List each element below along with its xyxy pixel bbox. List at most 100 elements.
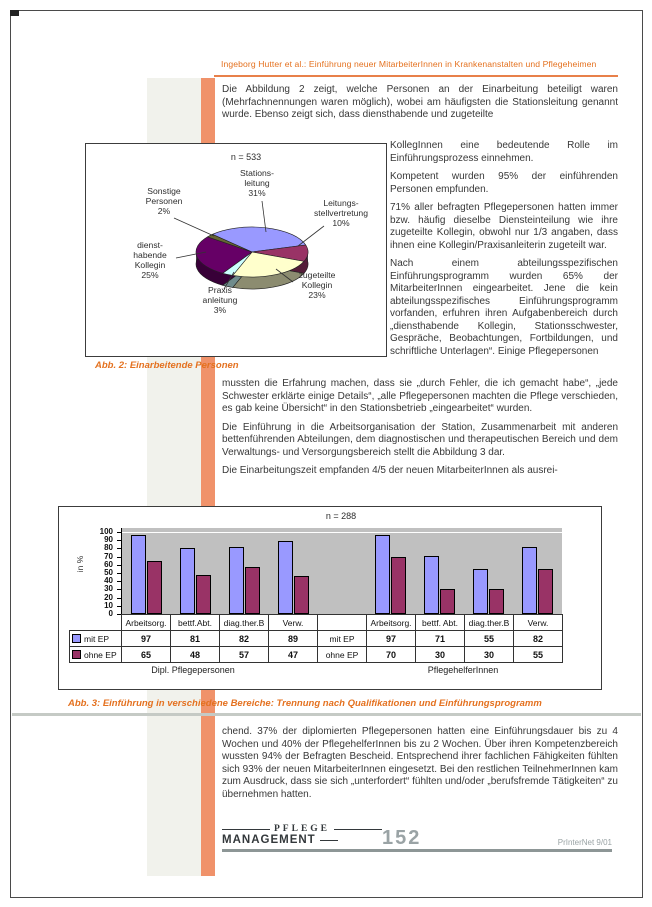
page-frame: [10, 10, 643, 898]
series-label: mit EP: [69, 630, 122, 647]
series-label: ohne EP: [69, 646, 122, 663]
figure-3: n = 288 in % 0 10 20 30 40 50 60 70 80 90 100 Arbe…: [58, 506, 602, 690]
pie-leader-lines: [173, 200, 325, 290]
category-header: bettf. Abt.: [415, 614, 465, 631]
logo-line: [222, 828, 270, 830]
value-cell: 30: [415, 646, 465, 663]
figure-3-caption: Abb. 3: Einführung in verschiedene Berei…: [68, 698, 542, 709]
y-tick-mark: [117, 564, 121, 566]
pie-label-zugeteilte-kollegin: zugeteilte Kollegin 23%: [298, 270, 336, 300]
journal-name-top: PFLEGE: [274, 824, 331, 834]
legend-swatch-mit-EP: [72, 633, 81, 643]
y-tick-label: 30: [104, 584, 113, 594]
value-cell: 47: [268, 646, 318, 663]
pie-slice-0: [211, 226, 307, 253]
y-tick-mark: [117, 597, 121, 599]
journal-logo: PFLEGE MANAGEMENT: [222, 824, 383, 846]
series-label: mit EP: [317, 630, 367, 647]
series-label: ohne EP: [317, 646, 367, 663]
y-tick-mark: [117, 614, 121, 615]
bar-mit-EP-0-3: [277, 541, 293, 614]
section-rule: [12, 713, 641, 716]
footer-rule: [222, 849, 612, 852]
bar-mit-EP-0-0: [130, 534, 146, 614]
bar-mit-EP-1-3: [522, 546, 538, 614]
pie-label-stationsleitung: Stations- leitung 31%: [240, 168, 274, 198]
figure-2-caption: Abb. 2: Einarbeitende Personen: [95, 360, 239, 371]
figure-2: n = 533 Stations- leitung 31% Leitungs- …: [85, 143, 387, 357]
gridline-100: [122, 532, 562, 533]
bar-ohne-EP-0-3: [293, 575, 309, 614]
category-header: Arbeitsorg.: [366, 614, 416, 631]
paragraph: 71% aller befragten Pflegepersonen hatte…: [390, 202, 618, 251]
y-tick-mark: [117, 540, 121, 542]
bar-ohne-EP-0-1: [195, 574, 211, 614]
pie-label-sonstige-personen: Sonstige Personen 2%: [145, 186, 183, 216]
paragraph: KollegInnen eine bedeutende Rolle im Ein…: [390, 140, 618, 164]
bar-ohne-EP-0-2: [244, 567, 260, 614]
group-label-right: PflegehelferInnen: [427, 665, 499, 675]
pie-chart: [173, 200, 325, 290]
value-cell: 57: [219, 646, 269, 663]
data-table: Arbeitsorg. bettf.Abt. diag.ther.B Verw. Arb…: [69, 614, 563, 663]
bar-n-label: n = 288: [325, 511, 357, 521]
pie-label-praxisanleitung: Praxis anleitung 3%: [202, 285, 238, 315]
y-tick-label: 80: [104, 543, 113, 553]
value-cell: 81: [170, 630, 220, 647]
bar-ohne-EP-0-0: [146, 560, 162, 614]
paragraph: Die Einarbeitungszeit empfanden 4/5 der …: [222, 465, 558, 476]
category-header: diag.ther.B: [219, 614, 269, 631]
y-tick-mark: [117, 581, 121, 583]
pie-slice-5: [206, 233, 253, 253]
paragraph: Nach einem abteilungsspezifischen Einfüh…: [390, 258, 618, 357]
value-cell: 55: [513, 646, 563, 663]
value-cell: 48: [170, 646, 220, 663]
logo-line: [334, 828, 383, 830]
value-cell: 70: [366, 646, 416, 663]
page-number: 152: [382, 827, 422, 849]
journal-name-bottom: MANAGEMENT: [222, 834, 316, 846]
value-cell: 65: [121, 646, 171, 663]
logo-line: [319, 839, 338, 841]
group-label-left: Dipl. Pflegepersonen: [151, 665, 235, 675]
bar-mit-EP-0-2: [228, 546, 244, 614]
paragraph: chend. 37% der diplomierten Pflegeperson…: [222, 726, 618, 800]
y-tick-mark: [117, 589, 121, 591]
bar-ohne-EP-1-3: [538, 568, 554, 614]
category-header: bettf.Abt.: [170, 614, 220, 631]
y-tick-mark: [117, 556, 121, 558]
paragraph: Die Abbildung 2 zeigt, welche Personen a…: [222, 84, 618, 120]
y-tick-mark: [117, 573, 121, 574]
pie-slice-4: [195, 236, 253, 274]
bottom-paragraph: chend. 37% der diplomierten Pflegeperson…: [222, 726, 618, 807]
scan-corner-mark: [10, 10, 19, 16]
value-cell: 30: [464, 646, 514, 663]
pie-n-label: n = 533: [230, 152, 262, 162]
running-header: Ingeborg Hutter et al.: Einführung neuer…: [221, 59, 597, 69]
intro-paragraph: Die Abbildung 2 zeigt, welche Personen a…: [222, 84, 618, 128]
bar-mit-EP-1-0: [375, 534, 391, 614]
y-tick-label: 60: [104, 559, 113, 569]
category-header: Arbeitsorg.: [121, 614, 171, 631]
corner-cell: [70, 615, 122, 631]
bar-mit-EP-1-2: [473, 568, 489, 614]
bar-mit-EP-1-1: [424, 555, 440, 614]
bar-ohne-EP-1-1: [440, 589, 456, 614]
value-cell: 97: [366, 630, 416, 647]
category-header: Verw.: [513, 614, 563, 631]
y-tick-label: 10: [104, 600, 113, 610]
middle-paragraphs: mussten die Erfahrung machen, dass sie „…: [222, 378, 618, 484]
paragraph: mussten die Erfahrung machen, dass sie „…: [222, 378, 618, 414]
y-tick-label: 40: [104, 576, 113, 586]
category-header: diag.ther.B: [464, 614, 514, 631]
value-cell: 89: [268, 630, 318, 647]
paragraph: Kompetent wurden 95% der einführenden Pe…: [390, 171, 618, 195]
bar-chart-plot: [121, 528, 562, 615]
category-header: Verw.: [268, 614, 318, 631]
y-tick-label: 50: [104, 568, 113, 577]
value-cell: 55: [464, 630, 514, 647]
value-cell: 97: [121, 630, 171, 647]
bar-ohne-EP-1-0: [391, 556, 407, 614]
value-cell: 82: [513, 630, 563, 647]
issue-label: PrInterNet 9/01: [557, 838, 612, 847]
